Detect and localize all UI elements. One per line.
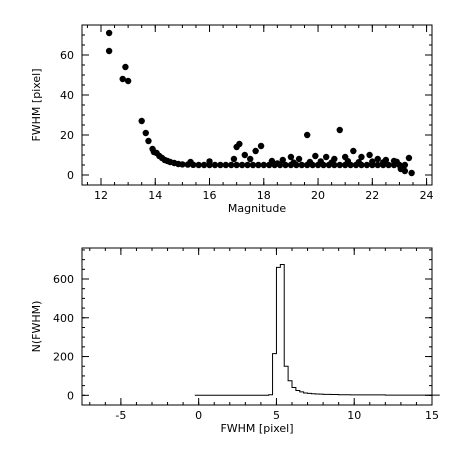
scatter-point [187,158,194,166]
y-tick-label: 0 [67,389,74,402]
scatter-point [408,169,415,177]
x-axis-label: Magnitude [228,202,287,215]
scatter-point [244,161,251,169]
x-tick-label: 5 [273,409,280,422]
scatter-point [287,153,295,161]
scatter-point [238,161,246,169]
scatter-point [366,151,373,159]
scatter-point [303,131,311,139]
scatter-point [206,158,213,165]
scatter-point [105,29,113,37]
scatter-point [336,126,343,134]
x-tick-label: 14 [148,189,162,202]
scatter-point [374,161,381,169]
scatter-point [312,152,319,160]
scatter-point [255,161,262,169]
scatter-point [306,158,314,166]
scatter-point [228,161,235,169]
scatter-point [200,161,208,169]
scatter-point [233,161,240,169]
scatter-point [379,159,387,166]
scatter-point [344,158,352,165]
scatter-point [374,155,381,163]
scatter-point [401,167,409,175]
x-axis-label: FWHM [pixel] [220,422,293,435]
scatter-point [295,155,303,163]
y-tick-label: 20 [60,129,74,142]
y-tick-label: 400 [53,312,74,325]
scatter-point [358,153,365,161]
x-tick-label: 12 [94,189,108,202]
scatter-point [138,117,145,125]
y-axis-label: FWHM [pixel] [30,68,43,141]
x-tick-label: 24 [420,189,434,202]
y-axis-label: N(FWHM) [30,301,43,353]
scatter-point [385,161,392,169]
x-tick-label: 16 [203,189,217,202]
plot-frame [81,247,433,406]
scatter-point [260,161,267,169]
scatter-point [105,47,113,55]
scatter-point [249,161,257,169]
x-tick-label: 20 [311,189,325,202]
scatter-point [236,140,243,148]
scatter-point [252,147,259,155]
scatter-point [195,161,202,169]
scatter-point [179,161,186,168]
scatter-point [369,158,376,165]
scatter-panel: 12 14 16 18 20 22 24 0 20 40 60 Magnitude FWHM [pixe… [30,24,434,215]
histogram-panel: -5 0 5 10 15 0 200 400 600 FWHM [pixel] N(FWHM) [30,247,440,435]
scatter-point [282,161,289,169]
scatter-point [211,161,219,169]
scatter-point [257,142,265,150]
x-tick-label: 15 [425,409,439,422]
scatter-point [217,161,224,169]
scatter-point [119,75,126,83]
scatter-point [336,161,343,169]
scatter-point [268,157,276,165]
scatter-point [405,154,413,162]
scatter-point [274,160,281,167]
scatter-point [124,77,132,85]
scatter-point [317,158,324,165]
scatter-point [328,159,335,166]
scatter-point [322,153,330,161]
scatter-point [279,156,286,164]
x-tick-label: -5 [115,409,126,422]
x-tick-label: 18 [257,189,271,202]
scatter-point [401,161,409,169]
scatter-point [122,63,129,71]
y-tick-label: 200 [53,351,74,364]
histogram-steps [194,263,440,396]
scatter-point [393,158,400,165]
scatter-point [222,161,229,169]
y-tick-label: 600 [53,273,74,286]
scatter-point [290,159,297,166]
scatter-point [350,147,357,155]
scatter-point [363,161,371,169]
x-tick-label: 10 [347,409,361,422]
scatter-point [230,155,238,163]
x-tick-label: 22 [365,189,379,202]
y-tick-label: 0 [67,169,74,182]
y-tick-label: 40 [60,89,74,102]
x-tick-label: 0 [195,409,202,422]
scatter-point [241,151,248,159]
scatter-point [142,129,149,137]
y-tick-label: 60 [60,49,74,62]
scatter-point [355,159,362,166]
scatter-point [247,155,254,163]
scatter-point [298,161,305,169]
scatter-point [145,137,152,145]
